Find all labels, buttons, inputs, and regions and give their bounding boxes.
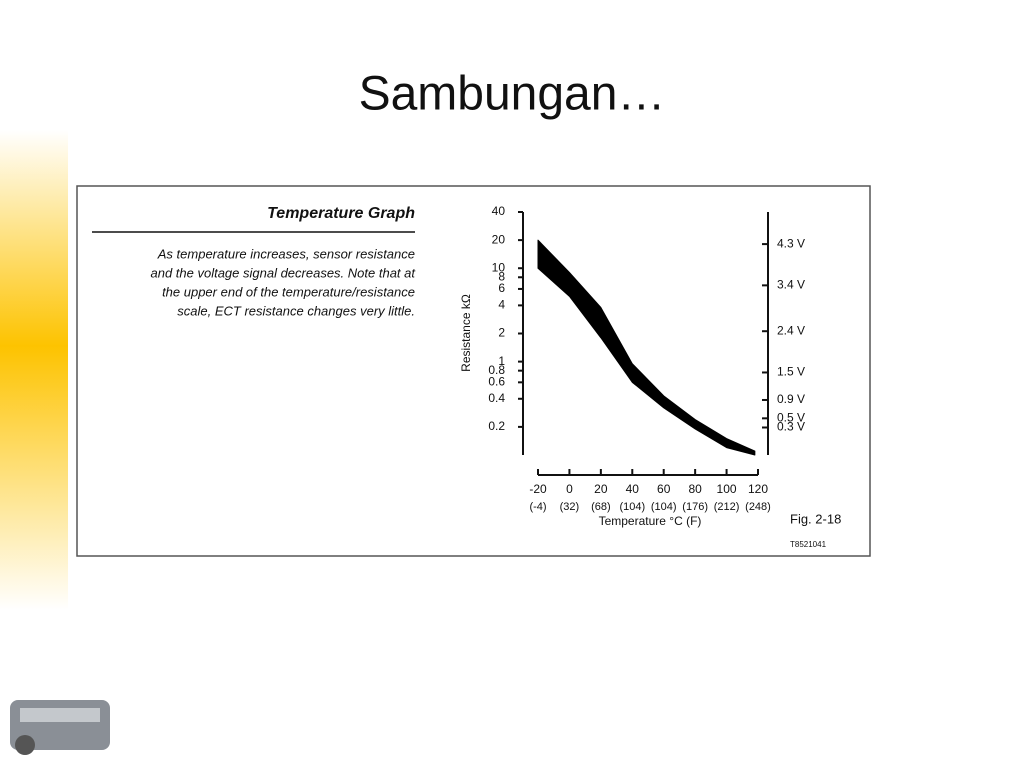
resistance-band (537, 239, 756, 456)
figure-frame (76, 185, 871, 557)
x-tick-label-f: (68) (591, 501, 611, 513)
y-tick-label: 2 (498, 326, 505, 340)
x-tick-label: -20 (529, 482, 547, 496)
x-tick-label-f: (-4) (529, 501, 546, 513)
x-tick-label-f: (104) (651, 501, 677, 513)
description-line: the upper end of the temperature/resista… (162, 284, 415, 299)
x-tick-label: 80 (688, 482, 702, 496)
x-tick-label: 100 (717, 482, 737, 496)
description-line: scale, ECT resistance changes very littl… (177, 303, 415, 318)
description-line: and the voltage signal decreases. Note t… (150, 265, 416, 280)
x-tick-label-f: (212) (714, 501, 740, 513)
x-tick-label-f: (32) (560, 501, 580, 513)
y-tick-label: 8 (498, 269, 505, 283)
logo (10, 700, 110, 755)
figure-label: Fig. 2-18 (790, 511, 841, 526)
y-tick-label: 1 (498, 354, 505, 368)
figure-code: T8521041 (790, 540, 827, 549)
y-tick-label: 0.4 (488, 391, 505, 405)
x-tick-label: 120 (748, 482, 768, 496)
y-tick-label: 0.2 (488, 419, 505, 433)
y2-tick-label: 0.9 V (777, 392, 805, 406)
y-tick-label: 10 (492, 260, 506, 274)
y2-tick-label: 0.5 V (777, 410, 805, 424)
x-tick-label-f: (176) (682, 501, 708, 513)
y2-tick-label: 0.3 V (777, 420, 805, 434)
x-tick-label: 20 (594, 482, 608, 496)
x-tick-label: 60 (657, 482, 671, 496)
accent-bar (0, 130, 68, 610)
x-tick-label: 0 (566, 482, 573, 496)
y-tick-label: 0.8 (488, 363, 505, 377)
y2-tick-label: 1.5 V (777, 365, 805, 379)
y2-tick-label: 3.4 V (777, 278, 805, 292)
y-tick-label: 4 (498, 298, 505, 312)
x-tick-label-f: (248) (745, 501, 771, 513)
x-tick-label: 40 (626, 482, 640, 496)
slide-title: Sambungan… (359, 68, 666, 121)
y2-tick-label: 2.4 V (777, 323, 805, 337)
y-tick-label: 40 (492, 204, 506, 218)
y-axis-label: Resistance kΩ (459, 294, 473, 372)
description-line: As temperature increases, sensor resista… (157, 246, 415, 261)
y2-tick-label: 4.3 V (777, 236, 805, 250)
y-tick-label: 6 (498, 281, 505, 295)
x-axis-label: Temperature °C (F) (599, 514, 702, 528)
figure-title: Temperature Graph (267, 205, 415, 222)
y-tick-label: 0.6 (488, 375, 505, 389)
y-tick-label: 20 (492, 232, 506, 246)
x-tick-label-f: (104) (619, 501, 645, 513)
